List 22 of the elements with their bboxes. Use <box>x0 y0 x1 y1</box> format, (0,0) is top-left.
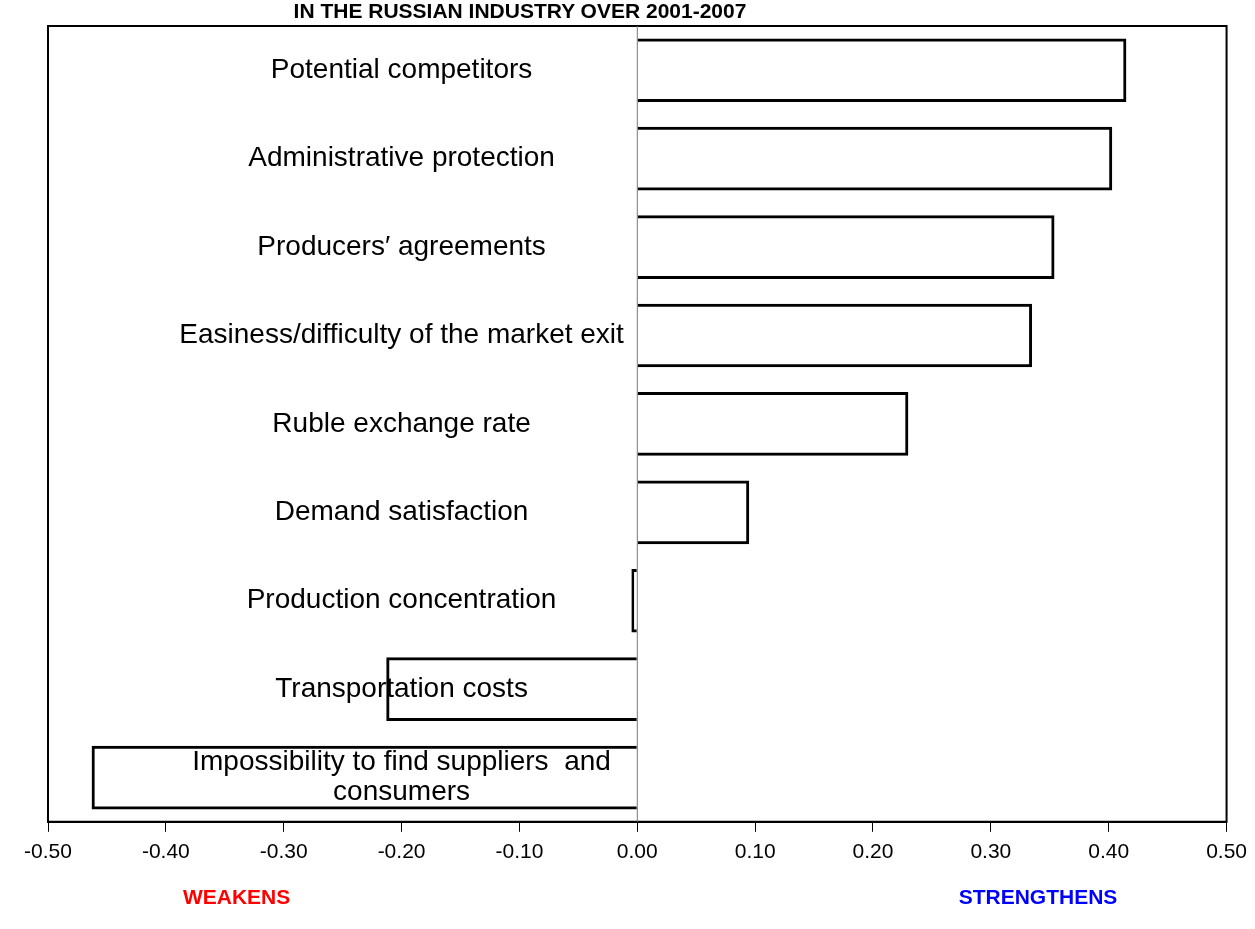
y-tick-label: Impossibility to find suppliers and consumers <box>192 745 611 807</box>
x-tick-label: 0.10 <box>734 839 776 863</box>
x-tick-label: 0.30 <box>970 839 1012 863</box>
x-tick-label: 0.40 <box>1088 839 1130 863</box>
x-tick-label: 0.20 <box>852 839 894 863</box>
y-tick-label: Easiness/difficulty of the market exit <box>179 318 625 350</box>
chart-title: IN THE RUSSIAN INDUSTRY OVER 2001-2007 <box>293 0 747 22</box>
x-tick-label: -0.40 <box>141 839 190 863</box>
text: STRENGTHENS <box>958 884 1118 908</box>
x-tick-label: 0.50 <box>1206 839 1247 863</box>
y-tick-label: Ruble exchange rate <box>272 406 531 438</box>
x-tick-label: -0.30 <box>259 839 308 863</box>
x-tick-label: -0.20 <box>377 839 426 863</box>
text: WEAKENS <box>182 884 291 908</box>
y-tick-label: Demand satisfaction <box>274 495 529 527</box>
y-tick-label: Production concentration <box>246 583 557 615</box>
y-tick-label: Administrative protection <box>248 141 555 173</box>
x-tick-label: -0.10 <box>495 839 544 863</box>
x-tick-label: -0.50 <box>24 839 72 863</box>
x-tick-label: 0.00 <box>616 839 658 863</box>
y-tick-label: Potential competitors <box>270 52 533 84</box>
y-tick-label: Producers′ agreements <box>257 229 546 261</box>
